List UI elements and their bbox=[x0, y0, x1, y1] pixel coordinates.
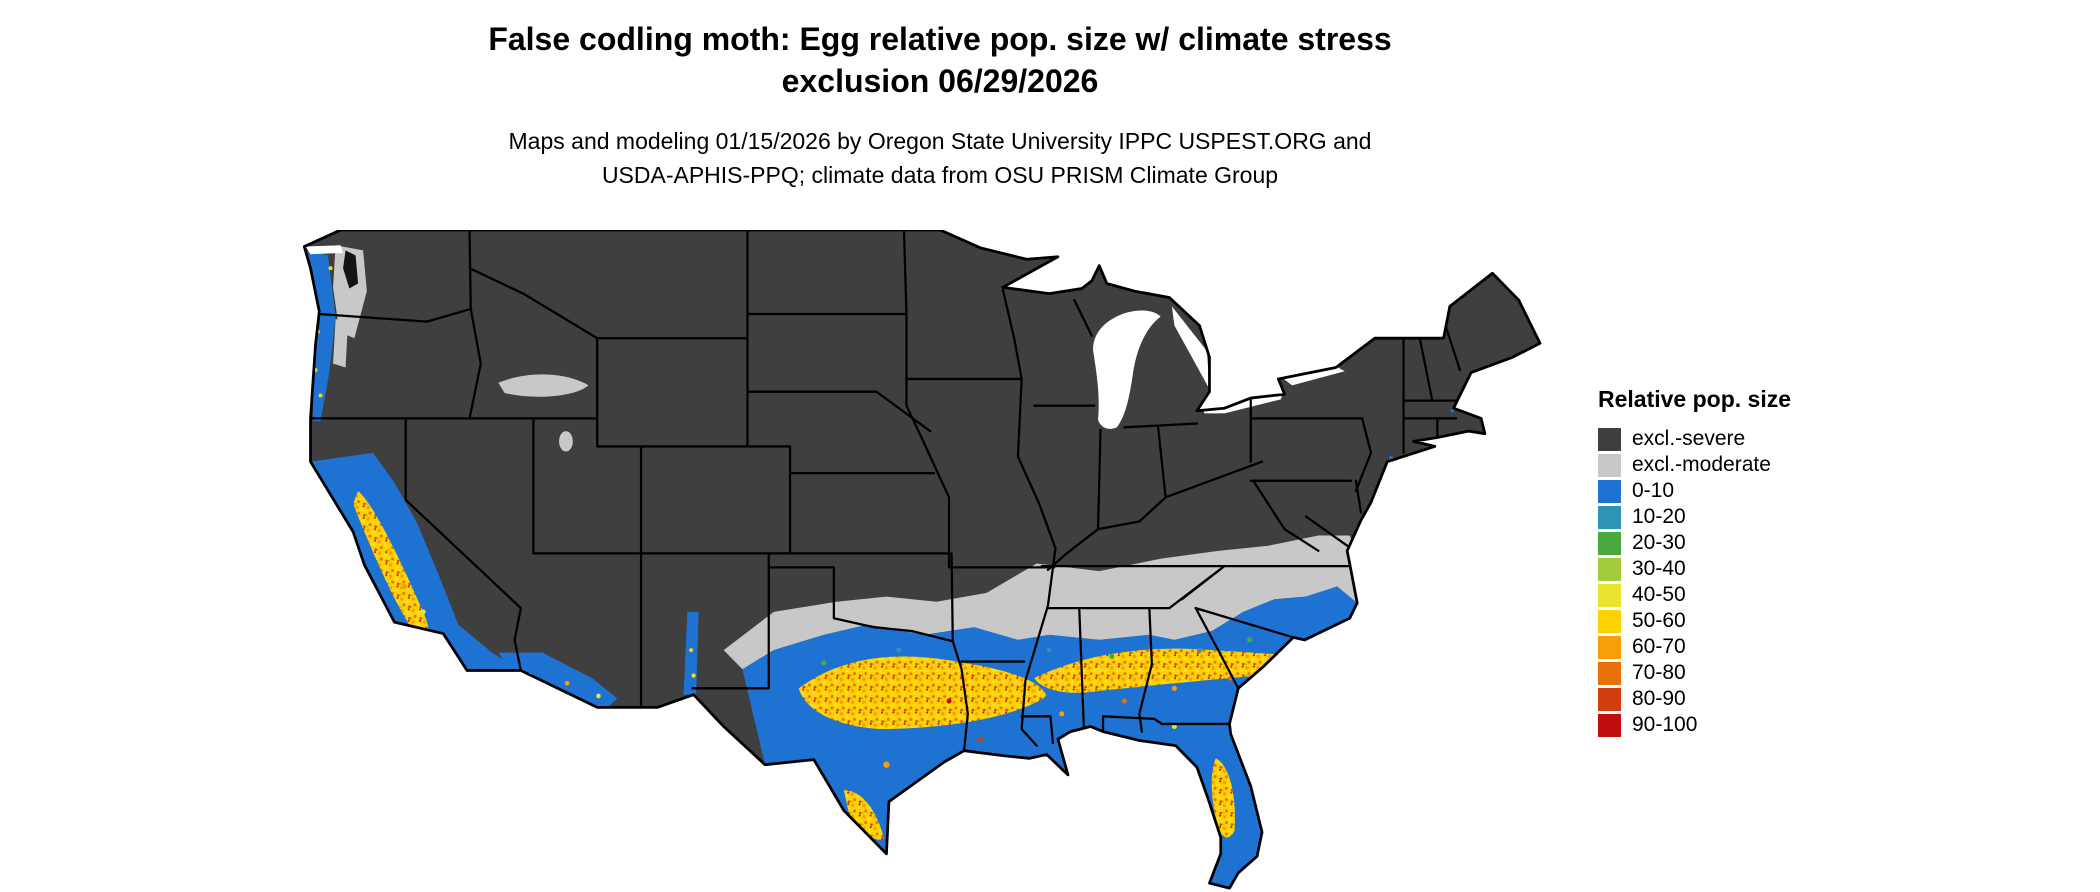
hotspot-florida-ridge bbox=[1211, 758, 1235, 838]
legend-label: excl.-severe bbox=[1632, 427, 1746, 450]
legend-item: 0-10 bbox=[1598, 478, 1791, 504]
puget-sound bbox=[343, 250, 359, 289]
zone-moderate-snake-plain bbox=[498, 374, 589, 397]
legend-label: 30-40 bbox=[1632, 557, 1686, 580]
legend-swatch-20-30 bbox=[1598, 531, 1621, 555]
legend-swatch-70-80 bbox=[1598, 661, 1621, 685]
hotspot-rio-grande bbox=[843, 790, 884, 840]
legend-item: excl.-moderate bbox=[1598, 452, 1791, 478]
zone-moderate-band bbox=[723, 535, 1360, 670]
map-title-line2: exclusion 06/29/2026 bbox=[781, 63, 1099, 99]
us-map bbox=[298, 230, 1550, 892]
legend-item: 10-20 bbox=[1598, 504, 1791, 530]
map-subtitle-line1: Maps and modeling 01/15/2026 by Oregon S… bbox=[508, 128, 1372, 154]
legend-label: 20-30 bbox=[1632, 531, 1686, 554]
legend-swatch-60-70 bbox=[1598, 635, 1621, 659]
map-legend: Relative pop. size excl.-severe excl.-mo… bbox=[1598, 386, 1791, 738]
hotspot-central-valley bbox=[353, 490, 429, 640]
legend-item: 60-70 bbox=[1598, 634, 1791, 660]
hotspot-gulf-band bbox=[1034, 648, 1329, 693]
legend-item: 20-30 bbox=[1598, 530, 1791, 556]
us-map-svg bbox=[302, 230, 1542, 890]
legend-swatch-excl-moderate bbox=[1598, 453, 1621, 477]
state-borders bbox=[309, 230, 1470, 752]
legend-label: 50-60 bbox=[1632, 609, 1686, 632]
map-subtitle: Maps and modeling 01/15/2026 by Oregon S… bbox=[340, 124, 1540, 192]
hotspot-texas-arc bbox=[798, 656, 1047, 730]
legend-label: 0-10 bbox=[1632, 479, 1675, 502]
map-title-line1: False codling moth: Egg relative pop. si… bbox=[488, 21, 1392, 57]
legend-label: 40-50 bbox=[1632, 583, 1686, 606]
zone-blue-new-mexico bbox=[683, 611, 699, 695]
zone-blue-arizona bbox=[498, 652, 618, 709]
zone-blue-nw-coast bbox=[308, 250, 336, 421]
legend-item: 50-60 bbox=[1598, 608, 1791, 634]
legend-item: excl.-severe bbox=[1598, 426, 1791, 452]
legend-item: 70-80 bbox=[1598, 660, 1791, 686]
strait-juan-de-fuca bbox=[305, 245, 344, 255]
legend-label: 70-80 bbox=[1632, 661, 1686, 684]
us-base-severe bbox=[304, 230, 1540, 889]
legend-item: 90-100 bbox=[1598, 712, 1791, 738]
legend-title: Relative pop. size bbox=[1598, 386, 1792, 412]
us-outline bbox=[302, 230, 1542, 890]
legend-swatch-10-20 bbox=[1598, 505, 1621, 529]
legend-item: 40-50 bbox=[1598, 582, 1791, 608]
legend-swatch-excl-severe bbox=[1598, 427, 1621, 451]
legend-swatch-40-50 bbox=[1598, 583, 1621, 607]
legend-swatch-50-60 bbox=[1598, 609, 1621, 633]
lake-ontario bbox=[1282, 366, 1345, 386]
climate-zones bbox=[308, 245, 1455, 889]
legend-label: 10-20 bbox=[1632, 505, 1686, 528]
map-subtitle-line2: USDA-APHIS-PPQ; climate data from OSU PR… bbox=[601, 162, 1279, 188]
great-salt-lake bbox=[559, 431, 573, 452]
lake-michigan bbox=[1093, 310, 1161, 429]
legend-label: 90-100 bbox=[1632, 713, 1698, 736]
speck-dots bbox=[311, 266, 1455, 888]
legend-swatch-80-90 bbox=[1598, 687, 1621, 711]
legend-item: 30-40 bbox=[1598, 556, 1791, 582]
legend-swatch-90-100 bbox=[1598, 713, 1621, 737]
zone-moderate-willamette bbox=[333, 319, 349, 368]
map-title: False codling moth: Egg relative pop. si… bbox=[340, 18, 1540, 102]
legend-item: 80-90 bbox=[1598, 686, 1791, 712]
legend-swatch-0-10 bbox=[1598, 479, 1621, 503]
legend-label: 60-70 bbox=[1632, 635, 1686, 658]
lake-huron bbox=[1171, 306, 1210, 390]
legend-label: 80-90 bbox=[1632, 687, 1686, 710]
legend-label: excl.-moderate bbox=[1632, 453, 1771, 476]
legend-swatch-30-40 bbox=[1598, 557, 1621, 581]
